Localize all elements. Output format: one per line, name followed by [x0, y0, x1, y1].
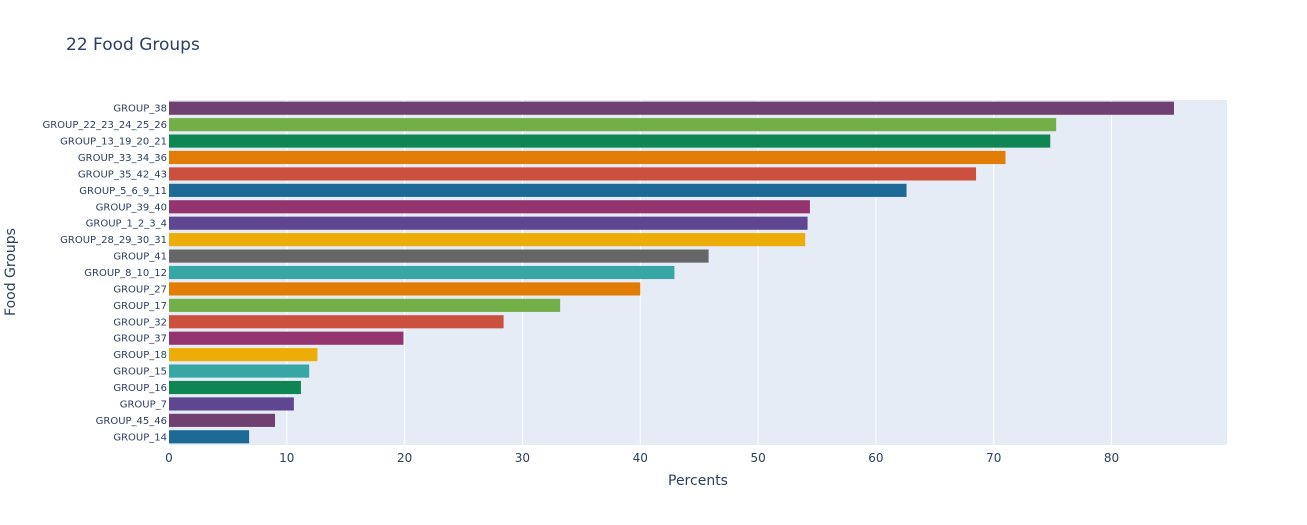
y-tick-label: GROUP_35_42_43: [78, 169, 167, 180]
y-tick-label: GROUP_32: [113, 317, 167, 328]
y-tick-label: GROUP_13_19_20_21: [60, 137, 167, 148]
bar[interactable]: [169, 331, 404, 345]
bar[interactable]: [169, 315, 504, 329]
bar[interactable]: [169, 380, 301, 395]
bar[interactable]: [169, 249, 709, 263]
bar[interactable]: [169, 233, 806, 247]
bar[interactable]: [169, 348, 318, 362]
y-tick-label: GROUP_45_46: [96, 416, 167, 427]
bar[interactable]: [169, 298, 561, 312]
bar[interactable]: [169, 101, 1174, 115]
y-tick-label: GROUP_37: [113, 334, 167, 345]
y-tick-label: GROUP_17: [113, 301, 167, 312]
bar[interactable]: [169, 150, 1006, 165]
bar[interactable]: [169, 118, 1057, 132]
x-tick-label: 0: [165, 451, 173, 465]
x-tick-label: 20: [397, 451, 412, 465]
y-tick-label: GROUP_39_40: [96, 202, 167, 213]
y-tick-label: GROUP_27: [113, 284, 167, 295]
x-tick-label: 30: [515, 451, 530, 465]
x-tick-label: 80: [1104, 451, 1119, 465]
x-tick-label: 10: [279, 451, 294, 465]
bar[interactable]: [169, 216, 808, 230]
bar[interactable]: [169, 364, 310, 378]
y-tick-label: GROUP_22_23_24_25_26: [42, 120, 167, 131]
bar[interactable]: [169, 413, 276, 427]
bar[interactable]: [169, 167, 977, 181]
bar[interactable]: [169, 282, 641, 296]
y-tick-label: GROUP_33_34_36: [78, 153, 167, 164]
y-axis-title: Food Groups: [3, 228, 19, 316]
x-tick-label: 60: [868, 451, 883, 465]
bar[interactable]: [169, 200, 810, 214]
chart-title: 22 Food Groups: [66, 35, 200, 55]
y-tick-label: GROUP_1_2_3_4: [86, 219, 167, 230]
y-tick-label: GROUP_38: [113, 104, 167, 115]
y-tick-label: GROUP_8_10_12: [84, 268, 167, 279]
y-tick-label: GROUP_28_29_30_31: [60, 235, 167, 246]
bar[interactable]: [169, 134, 1051, 148]
x-tick-label: 40: [633, 451, 648, 465]
y-tick-label: GROUP_16: [113, 383, 167, 394]
y-tick-label: GROUP_5_6_9_11: [79, 186, 167, 197]
bar[interactable]: [169, 430, 250, 444]
y-tick-label: GROUP_7: [120, 399, 167, 410]
bar[interactable]: [169, 183, 907, 197]
x-tick-label: 70: [986, 451, 1001, 465]
x-tick-label: 50: [750, 451, 765, 465]
bar[interactable]: [169, 397, 294, 411]
y-axis-ticks: GROUP_38 GROUP_22_23_24_25_26 GROUP_13_19_…: [42, 104, 167, 444]
y-tick-label: GROUP_18: [113, 350, 167, 361]
y-tick-label: GROUP_14: [113, 432, 167, 443]
bar[interactable]: [169, 265, 675, 280]
x-axis-title: Percents: [668, 473, 728, 489]
y-tick-label: GROUP_41: [113, 252, 167, 263]
bars-group: [169, 101, 1174, 444]
y-tick-label: GROUP_15: [113, 367, 167, 378]
x-axis-ticks: 0 10 20 30 40 50 60 70 80: [165, 451, 1119, 465]
